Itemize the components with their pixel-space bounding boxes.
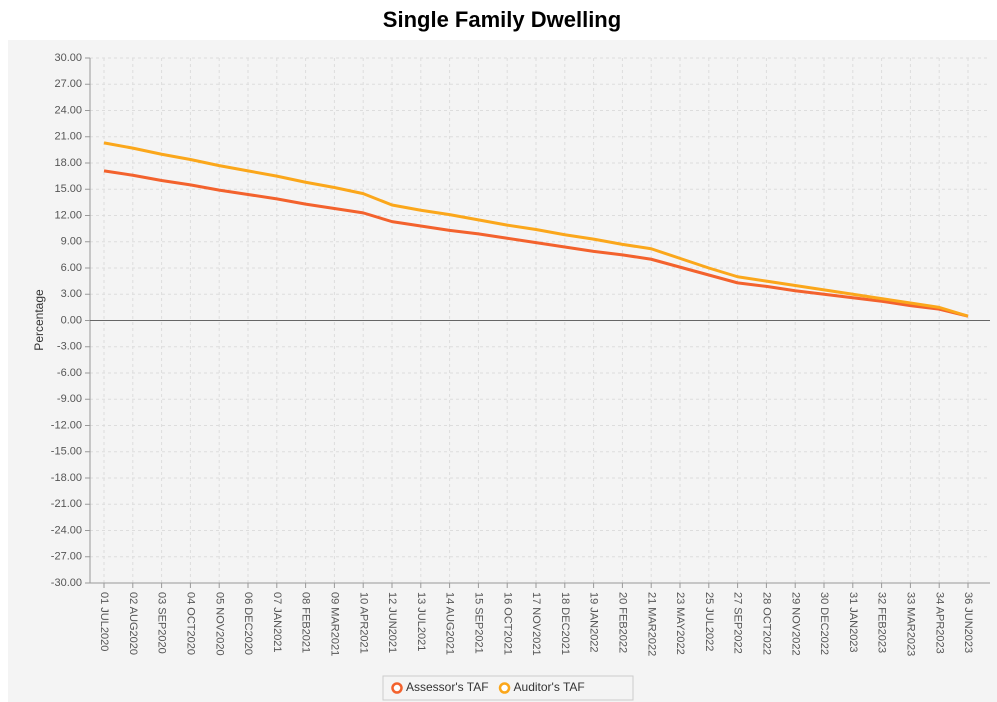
x-tick-label: 03 SEP2020	[156, 592, 168, 654]
x-tick-label: 05 NOV2020	[213, 592, 225, 656]
chart-title: Single Family Dwelling	[383, 7, 621, 32]
y-tick-label: 15.00	[54, 183, 82, 195]
y-tick-label: 27.00	[54, 78, 82, 90]
x-tick-label: 34 APR2023	[933, 592, 945, 654]
x-tick-label: 01 JUL2020	[98, 592, 110, 651]
x-tick-label: 04 OCT2020	[184, 592, 196, 655]
legend-symbol	[498, 682, 511, 694]
x-tick-label: 15 SEP2021	[472, 592, 484, 654]
x-tick-label: 33 MAR2023	[904, 592, 916, 656]
x-tick-label: 06 DEC2020	[242, 592, 254, 655]
x-tick-label: 08 FEB2021	[300, 592, 312, 653]
x-tick-label: 36 JUN2023	[962, 592, 974, 653]
x-tick-label: 10 APR2021	[357, 592, 369, 654]
x-tick-label: 17 NOV2021	[530, 592, 542, 656]
x-tick-label: 25 JUL2022	[703, 592, 715, 651]
x-tick-label: 13 JUL2021	[415, 592, 427, 651]
y-tick-label: 18.00	[54, 157, 82, 169]
y-tick-label: -24.00	[51, 524, 82, 536]
x-tick-label: 07 JAN2021	[271, 592, 283, 653]
line-series	[103, 169, 969, 318]
y-axis-label: Percentage	[32, 289, 46, 351]
x-tick-label: 09 MAR2021	[328, 592, 340, 656]
legend-symbol	[391, 682, 403, 694]
x-tick-label: 27 SEP2022	[732, 592, 744, 654]
y-tick-label: -21.00	[51, 498, 82, 510]
y-tick-label: 30.00	[54, 52, 82, 64]
legend-label: Auditor's TAF	[514, 680, 585, 694]
x-tick-label: 02 AUG2020	[127, 592, 139, 655]
y-tick-label: 6.00	[61, 262, 82, 274]
x-tick-label: 28 OCT2022	[760, 592, 772, 655]
line-series	[103, 141, 969, 318]
y-tick-label: -18.00	[51, 472, 82, 484]
x-tick-label: 20 FEB2022	[616, 592, 628, 653]
y-tick-label: -3.00	[57, 341, 82, 353]
y-tick-label: 9.00	[61, 236, 82, 248]
legend-label: Assessor's TAF	[406, 680, 489, 694]
legend-box	[382, 675, 634, 701]
x-tick-label: 31 JAN2023	[847, 592, 859, 653]
x-tick-label: 30 DEC2022	[818, 592, 830, 655]
y-tick-label: -15.00	[51, 446, 82, 458]
x-tick-label: 32 FEB2023	[876, 592, 888, 653]
y-tick-label: -6.00	[57, 367, 82, 379]
y-tick-label: 3.00	[61, 288, 82, 300]
y-tick-label: -12.00	[51, 419, 82, 431]
x-tick-label: 23 MAY2022	[674, 592, 686, 655]
y-tick-label: 12.00	[54, 209, 82, 221]
y-tick-label: -27.00	[51, 551, 82, 563]
x-tick-label: 29 NOV2022	[789, 592, 801, 656]
x-tick-label: 12 JUN2021	[386, 592, 398, 653]
y-tick-label: 0.00	[61, 314, 82, 326]
x-tick-label: 19 JAN2022	[588, 592, 600, 653]
x-tick-label: 18 DEC2021	[559, 592, 571, 655]
x-tick-label: 21 MAR2022	[645, 592, 657, 656]
x-tick-label: 16 OCT2021	[501, 592, 513, 655]
y-tick-label: 21.00	[54, 131, 82, 143]
y-tick-label: -30.00	[51, 577, 82, 589]
x-tick-label: 14 AUG2021	[444, 592, 456, 655]
y-tick-label: 24.00	[54, 104, 82, 116]
y-tick-label: -9.00	[57, 393, 82, 405]
